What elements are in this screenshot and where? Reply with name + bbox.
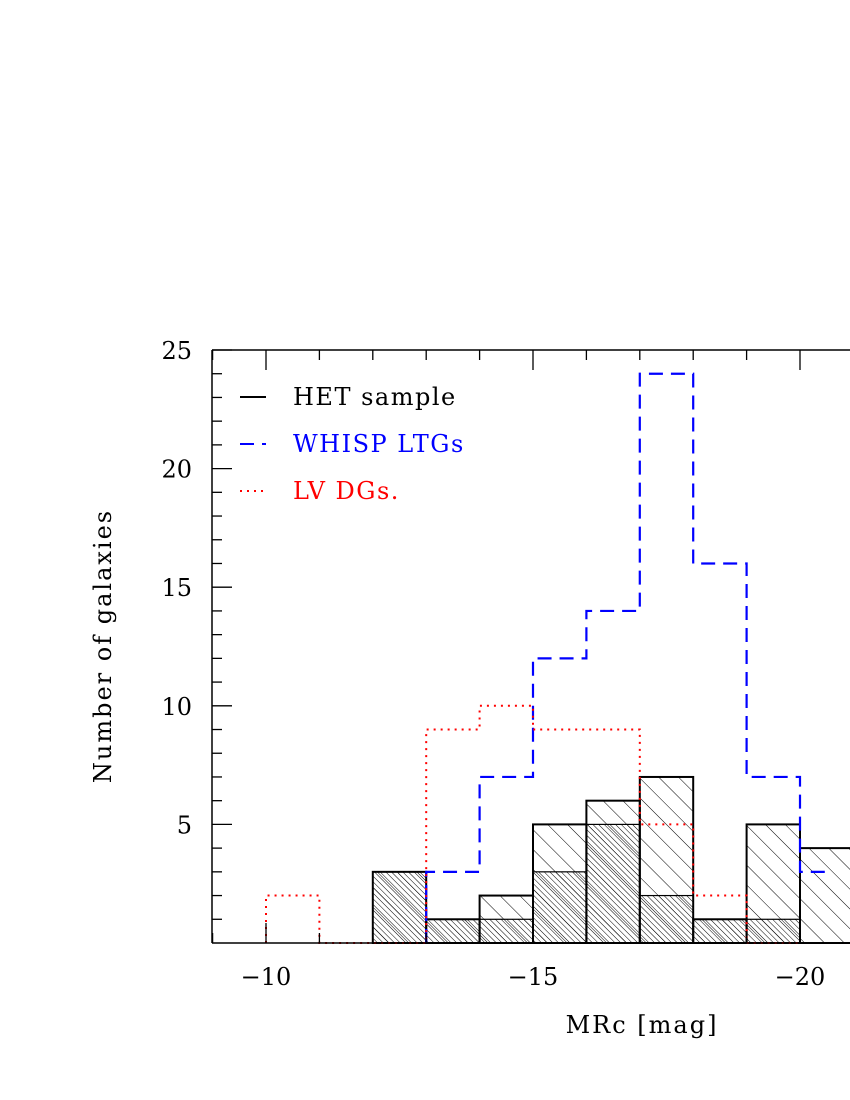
het-bar-dense <box>425 918 481 944</box>
het-bar-dense <box>639 894 694 944</box>
y-tick-labels: 5 10 15 20 25 <box>161 337 192 839</box>
x-tick-label: −20 <box>775 963 826 991</box>
legend: HET sample WHISP LTGs LV DGs. <box>240 383 465 505</box>
y-axis-title: Number of galaxies <box>89 509 117 783</box>
het-bar-dense <box>692 918 748 944</box>
het-bar-dense <box>479 918 534 944</box>
y-tick-label: 5 <box>177 811 192 839</box>
legend-label: LV DGs. <box>293 477 400 505</box>
y-tick-label: 20 <box>161 456 192 484</box>
het-bar-dense <box>585 823 641 944</box>
ticks <box>211 349 801 943</box>
legend-label: WHISP LTGs <box>293 430 465 458</box>
het-bar-dense <box>372 871 427 944</box>
het-bar-sparse <box>800 848 850 943</box>
het-bar-dense <box>532 871 588 944</box>
whisp-step-line <box>425 372 827 943</box>
lv-step-line <box>265 704 800 944</box>
step-lines-layer <box>265 372 827 944</box>
y-tick-label: 10 <box>161 693 192 721</box>
legend-label: HET sample <box>293 383 457 411</box>
het-bar-dense <box>745 918 801 944</box>
axes <box>211 349 850 944</box>
y-tick-label: 25 <box>161 337 192 365</box>
x-tick-label: −10 <box>241 963 292 991</box>
y-tick-label: 15 <box>161 574 192 602</box>
het-bars-layer <box>371 775 850 944</box>
x-axis-title: MRc [mag] <box>566 1011 719 1039</box>
x-tick-labels: −10 −15 −20 <box>241 963 826 991</box>
x-tick-label: −15 <box>508 963 559 991</box>
